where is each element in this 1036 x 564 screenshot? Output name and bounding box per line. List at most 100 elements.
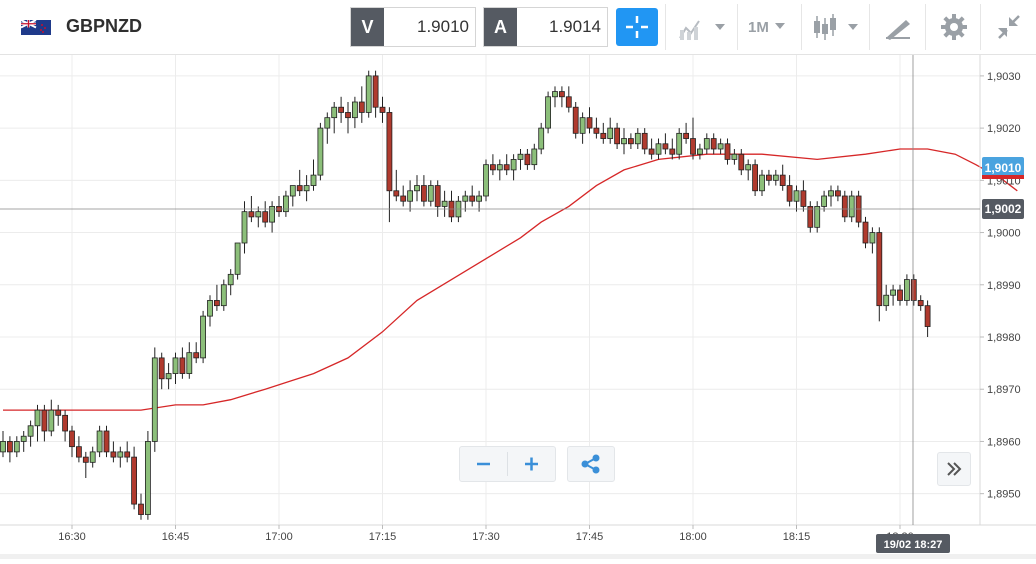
candle[interactable]: [559, 86, 565, 108]
candle[interactable]: [510, 154, 517, 181]
candle[interactable]: [766, 169, 772, 186]
candle[interactable]: [414, 175, 420, 202]
candle[interactable]: [724, 138, 731, 165]
candle[interactable]: [662, 133, 669, 155]
candle[interactable]: [20, 431, 27, 452]
candle[interactable]: [96, 425, 103, 458]
candle[interactable]: [910, 274, 917, 306]
candle[interactable]: [165, 363, 172, 390]
candle[interactable]: [821, 190, 827, 212]
candle[interactable]: [800, 180, 807, 212]
candle[interactable]: [276, 196, 282, 217]
candle[interactable]: [34, 404, 41, 442]
candle[interactable]: [282, 190, 289, 217]
candle[interactable]: [717, 138, 724, 155]
candle[interactable]: [48, 399, 55, 437]
candle[interactable]: [255, 206, 262, 228]
settings-button[interactable]: [934, 8, 974, 46]
candle[interactable]: [835, 185, 841, 202]
candle[interactable]: [828, 185, 834, 207]
candle[interactable]: [552, 86, 558, 108]
candle[interactable]: [138, 493, 144, 520]
candle[interactable]: [621, 128, 627, 155]
candle[interactable]: [379, 96, 386, 123]
candle[interactable]: [310, 159, 317, 191]
candle[interactable]: [400, 185, 407, 207]
candle[interactable]: [82, 451, 89, 478]
candle[interactable]: [179, 347, 186, 379]
candle[interactable]: [690, 117, 696, 160]
candle[interactable]: [869, 227, 876, 254]
candle[interactable]: [420, 175, 427, 207]
candle[interactable]: [220, 279, 227, 311]
candle[interactable]: [876, 227, 883, 322]
candle[interactable]: [386, 107, 393, 223]
candle[interactable]: [331, 102, 338, 134]
candle[interactable]: [462, 190, 469, 212]
candle[interactable]: [503, 154, 510, 176]
candle[interactable]: [172, 352, 179, 384]
candle[interactable]: [393, 169, 400, 202]
candle[interactable]: [924, 300, 931, 337]
candle[interactable]: [427, 180, 434, 207]
candle[interactable]: [186, 342, 193, 379]
candle[interactable]: [710, 133, 717, 155]
candle[interactable]: [110, 441, 117, 463]
candle[interactable]: [296, 169, 303, 196]
candle[interactable]: [738, 149, 745, 176]
candle[interactable]: [193, 342, 200, 364]
candle[interactable]: [676, 128, 683, 160]
candle[interactable]: [648, 138, 655, 160]
candle[interactable]: [593, 117, 600, 139]
candle[interactable]: [338, 96, 345, 123]
candle[interactable]: [41, 404, 48, 442]
candle[interactable]: [807, 201, 814, 233]
candle[interactable]: [117, 446, 124, 468]
candle[interactable]: [207, 295, 213, 327]
candle[interactable]: [483, 159, 489, 202]
candle[interactable]: [586, 107, 593, 134]
candle[interactable]: [365, 70, 372, 118]
candle[interactable]: [89, 446, 96, 468]
candle[interactable]: [469, 185, 476, 207]
chart-type-dropdown[interactable]: [672, 8, 732, 46]
candle[interactable]: [7, 436, 13, 463]
candle[interactable]: [62, 410, 68, 442]
chart-canvas[interactable]: 1,8950 1,8960 1,8970 1,8980 1,8990 1,9000 1,90…: [0, 55, 1036, 559]
candle[interactable]: [683, 122, 689, 144]
candle[interactable]: [234, 242, 241, 280]
candle[interactable]: [262, 201, 269, 228]
candle[interactable]: [69, 425, 75, 458]
candle[interactable]: [779, 164, 786, 191]
candle[interactable]: [441, 190, 448, 217]
candle[interactable]: [545, 91, 551, 134]
candle[interactable]: [703, 133, 710, 155]
candle[interactable]: [324, 112, 331, 144]
candle[interactable]: [565, 86, 572, 113]
candle[interactable]: [634, 128, 641, 149]
share-button[interactable]: [567, 446, 615, 482]
crosshair-button[interactable]: [616, 8, 658, 46]
candle[interactable]: [345, 102, 351, 134]
candle[interactable]: [241, 201, 248, 254]
candle[interactable]: [579, 112, 586, 144]
candle[interactable]: [759, 169, 765, 196]
candle[interactable]: [124, 441, 131, 463]
candle[interactable]: [697, 143, 703, 160]
candle[interactable]: [227, 269, 234, 296]
candle[interactable]: [131, 446, 138, 510]
bid-price-button[interactable]: V 1.9010: [350, 7, 476, 47]
candle[interactable]: [883, 284, 890, 311]
candle[interactable]: [890, 284, 896, 306]
candle[interactable]: [897, 284, 903, 306]
candle[interactable]: [144, 431, 151, 520]
collapse-button[interactable]: [988, 8, 1028, 46]
candle[interactable]: [351, 96, 358, 129]
candle[interactable]: [407, 180, 414, 212]
candle[interactable]: [13, 436, 20, 458]
candle[interactable]: [151, 347, 158, 452]
candle[interactable]: [496, 159, 503, 181]
candle[interactable]: [200, 310, 207, 364]
candle[interactable]: [848, 190, 855, 223]
candle[interactable]: [786, 175, 793, 207]
